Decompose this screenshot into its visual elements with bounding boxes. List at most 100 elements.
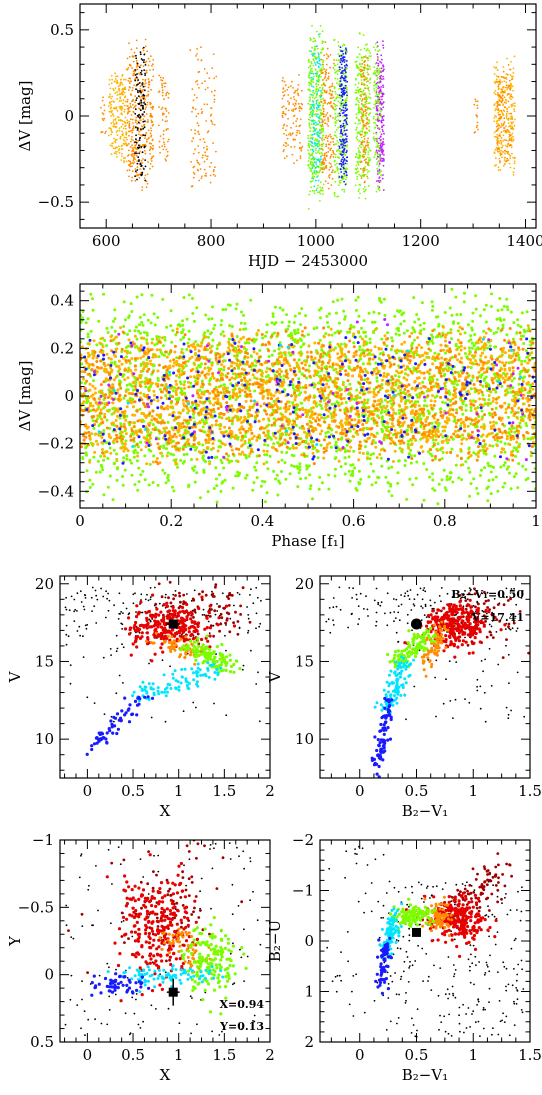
lightcurve-point <box>362 105 365 108</box>
lightcurve-point <box>378 165 380 168</box>
lightcurve-point <box>311 67 313 70</box>
lightcurve-point <box>151 138 154 141</box>
phase-point <box>289 331 293 335</box>
lightcurve-point <box>328 162 331 164</box>
lightcurve-point <box>293 96 295 98</box>
lightcurve-point <box>319 181 322 184</box>
lightcurve-point <box>324 180 327 183</box>
lightcurve-point <box>512 171 515 174</box>
phase-point <box>489 470 493 474</box>
lightcurve-point <box>308 84 311 87</box>
lightcurve-point <box>132 129 134 132</box>
lightcurve-point <box>129 165 132 168</box>
lightcurve-point <box>315 102 318 105</box>
phase-point <box>402 390 406 394</box>
lightcurve-point <box>375 151 378 154</box>
lightcurve-point <box>318 191 321 194</box>
lightcurve-point <box>342 137 344 140</box>
lightcurve-point <box>309 127 312 130</box>
lightcurve-point <box>364 166 366 168</box>
lightcurve-point <box>318 143 321 146</box>
lightcurve-point <box>513 124 516 127</box>
lightcurve-point <box>319 114 322 117</box>
lightcurve-point <box>342 156 344 159</box>
lightcurve-point <box>190 129 193 131</box>
lightcurve-point <box>319 64 322 66</box>
lightcurve-point <box>354 91 357 94</box>
lightcurve-point <box>161 94 164 97</box>
lightcurve-point <box>476 124 479 127</box>
lightcurve-point <box>327 101 330 104</box>
phase-point <box>366 416 370 420</box>
lightcurve-point <box>124 116 127 119</box>
phase-point <box>106 485 110 489</box>
lightcurve-point <box>332 67 335 69</box>
lightcurve-point <box>144 159 147 162</box>
phase-point <box>455 383 459 387</box>
lightcurve-point <box>213 169 215 171</box>
lightcurve-point <box>380 139 382 141</box>
lightcurve-point <box>321 148 323 150</box>
lightcurve-point <box>161 145 164 148</box>
phase-point <box>422 462 426 466</box>
lightcurve-point <box>509 134 512 137</box>
lightcurve-point <box>361 81 363 84</box>
phase-point <box>385 436 389 440</box>
lightcurve-point <box>323 77 326 80</box>
lightcurve-ylabel: ΔV [mag] <box>16 81 34 152</box>
lightcurve-point <box>145 60 148 63</box>
lightcurve-point <box>367 177 369 180</box>
phase-point <box>490 292 493 296</box>
lightcurve-point <box>382 75 384 78</box>
lightcurve-point <box>307 208 310 210</box>
lightcurve-point <box>324 84 327 87</box>
lightcurve-point <box>358 173 361 176</box>
lightcurve-point <box>509 154 512 157</box>
lightcurve-point <box>502 122 505 125</box>
lightcurve-point <box>359 74 362 77</box>
phase-point <box>398 446 402 450</box>
lightcurve-point <box>496 105 499 108</box>
lightcurve-point <box>345 151 348 154</box>
lightcurve-point <box>506 57 508 60</box>
lightcurve-point <box>356 175 359 178</box>
lightcurve-point <box>380 67 383 70</box>
lightcurve-point <box>343 158 346 161</box>
lightcurve-point <box>317 83 320 86</box>
lightcurve-point <box>101 131 104 133</box>
lightcurve-point <box>152 123 155 126</box>
lightcurve-point <box>133 51 136 54</box>
lightcurve-point <box>309 90 312 93</box>
lightcurve-point <box>334 64 337 67</box>
lightcurve-point <box>360 108 362 111</box>
lightcurve-point <box>200 46 202 49</box>
lightcurve-point <box>378 49 381 52</box>
lightcurve-point <box>360 95 362 97</box>
lightcurve-point <box>496 142 499 145</box>
phase-point <box>397 459 401 463</box>
lightcurve-point <box>341 146 344 148</box>
lightcurve-point <box>363 83 366 86</box>
lightcurve-point <box>293 114 296 117</box>
lightcurve-point <box>338 94 341 97</box>
phase-point <box>503 450 507 454</box>
phase-point <box>194 340 198 343</box>
lightcurve-point <box>322 102 325 105</box>
phase-point <box>372 452 375 456</box>
phase-point <box>195 306 199 310</box>
lightcurve-point <box>381 153 384 155</box>
phase-point <box>191 312 195 315</box>
lightcurve-point <box>354 156 357 159</box>
phase-point <box>252 481 256 485</box>
lightcurve-point <box>158 124 160 127</box>
lightcurve-point <box>380 54 383 57</box>
phase-point <box>261 336 265 340</box>
phase-point <box>130 473 134 477</box>
lightcurve-point <box>135 143 138 146</box>
lightcurve-point <box>144 179 147 182</box>
lightcurve-point <box>165 94 168 97</box>
lightcurve-point <box>322 129 325 132</box>
lightcurve-point <box>344 51 347 54</box>
lightcurve-point <box>382 78 385 80</box>
phase-point <box>510 379 514 383</box>
